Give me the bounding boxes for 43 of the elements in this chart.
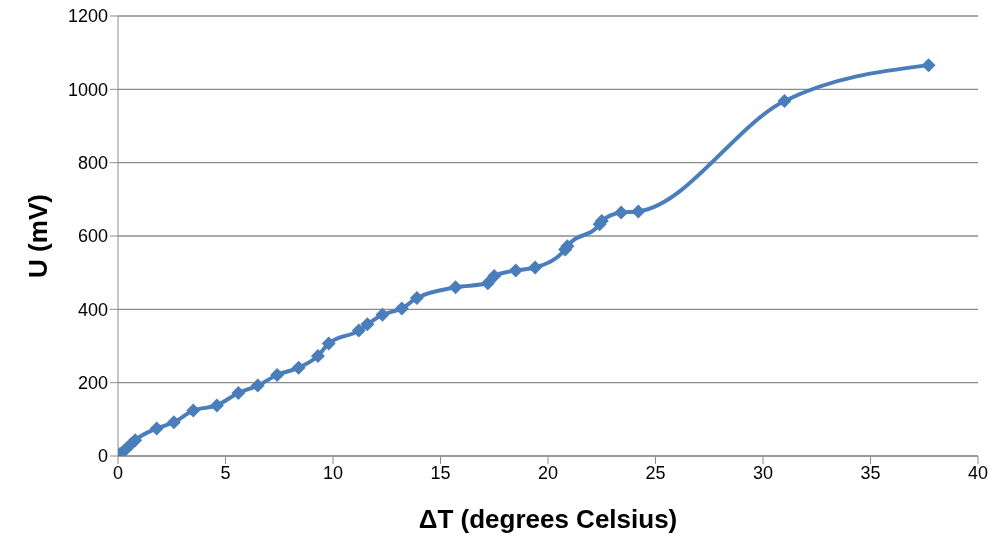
x-tick-label: 35 <box>860 462 881 483</box>
point <box>448 280 463 295</box>
point <box>508 263 523 278</box>
x-tick-label: 30 <box>752 462 774 483</box>
point <box>321 336 336 351</box>
x-tick-label: 20 <box>537 462 559 483</box>
y-tick-label: 1000 <box>67 79 108 100</box>
point <box>149 421 164 436</box>
point <box>128 433 143 448</box>
point <box>166 415 181 430</box>
y-tick-label: 600 <box>77 226 108 247</box>
x-tick-label: 25 <box>645 462 666 483</box>
x-tick-label: 15 <box>430 462 451 483</box>
point <box>209 398 224 413</box>
point <box>186 403 201 418</box>
y-tick-label: 800 <box>77 153 108 174</box>
point <box>921 58 936 73</box>
y-axis-title: U (mV) <box>23 194 54 278</box>
x-tick-label: 10 <box>322 462 344 483</box>
point <box>291 360 306 375</box>
point <box>231 385 246 400</box>
y-tick-label: 1200 <box>67 6 108 27</box>
point <box>631 204 646 219</box>
point <box>250 378 265 393</box>
y-tick-label: 200 <box>77 373 108 394</box>
point <box>777 94 792 109</box>
point <box>394 301 409 316</box>
x-axis-title: ΔT (degrees Celsius) <box>418 504 678 534</box>
point <box>360 317 375 332</box>
x-tick-label: 5 <box>220 462 231 483</box>
point <box>351 323 366 338</box>
point <box>310 348 325 363</box>
point <box>409 290 424 305</box>
y-tick-label: 400 <box>77 299 108 320</box>
x-tick-label: 40 <box>967 462 989 483</box>
point <box>480 276 495 291</box>
point <box>487 268 502 283</box>
point <box>528 260 543 275</box>
point <box>614 205 629 220</box>
y-tick-label: 0 <box>97 446 108 467</box>
point <box>270 367 285 382</box>
point <box>375 307 390 322</box>
x-tick-label: 0 <box>112 462 124 483</box>
